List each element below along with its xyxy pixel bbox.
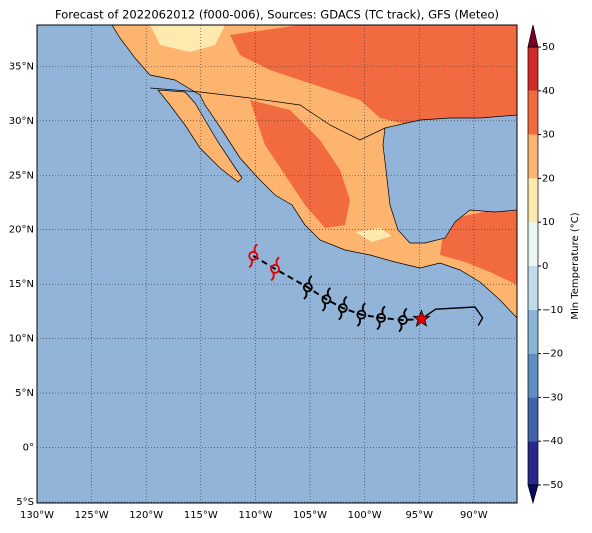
map-frame [36,24,518,504]
colorbar-tick-label: 20 [542,173,555,184]
x-tick-label: 115°W [184,510,218,521]
warm-zone [250,100,350,228]
x-tick-label: 120°W [129,510,163,521]
colorbar-tick-label: −50 [542,480,563,491]
x-tick-label: 100°W [348,510,382,521]
cyclone-symbol [376,305,386,331]
warm-zone [440,205,517,285]
y-tick-label: 5°N [15,388,34,399]
colorbar-tick-label: 50 [542,42,555,53]
x-tick-label: 95°W [405,510,433,521]
map-title: Forecast of 2022062012 (f000-006), Sourc… [55,8,499,22]
cyclone-symbol [248,243,259,269]
y-tick-label: 0° [23,442,34,453]
storm-position [412,309,431,327]
y-tick-label: 5°S [16,497,34,508]
cyclone-symbol [356,302,367,327]
colorbar-band [528,178,538,223]
cool-zone [150,25,225,52]
cool-zone [355,228,392,242]
x-tick-label: 130°W [20,510,54,521]
colorbar-band [528,222,538,266]
colorbar-band [528,47,538,91]
gulf-of-mexico [382,114,517,244]
colorbar-band [528,134,538,179]
colorbar-band [528,309,538,354]
cyclone-symbol [397,307,408,333]
colorbar-label: Min Temperature (°C) [570,212,581,319]
x-tick-label: 125°W [75,510,109,521]
cyclone-symbol [302,275,313,300]
y-tick-label: 15°N [9,279,34,290]
colorbar-band [528,266,538,310]
warm-zone [230,25,517,125]
colorbar-under [527,484,539,505]
cyclone-symbol [337,295,348,321]
border [149,87,386,141]
y-tick-label: 30°N [9,116,34,127]
colorbar-tick-label: 10 [542,217,555,228]
colorbar-band [528,353,538,398]
colorbar-band [528,90,538,135]
colorbar-tick-label: −30 [542,392,563,403]
cyclone-symbol [321,287,332,312]
x-tick-label: 110°W [238,510,272,521]
map-body [37,25,517,503]
cyclone-symbol [270,256,280,282]
x-tick-label: 90°W [460,510,488,521]
colorbar-over [527,24,539,48]
baja-peninsula [157,89,243,183]
colorbar-tick-label: −10 [542,305,563,316]
colorbar-tick-label: 40 [542,86,555,97]
y-tick-label: 20°N [9,225,34,236]
colorbar-tick-label: 0 [542,261,548,272]
colorbar-tick-label: −20 [542,349,563,360]
colorbar-band [528,441,538,485]
colorbar-tick-label: −40 [542,436,563,447]
forecast-track [252,254,422,322]
colorbar-band [528,397,538,442]
past-track [421,306,484,326]
y-tick-label: 25°N [9,170,34,181]
x-tick-label: 105°W [293,510,327,521]
y-tick-label: 35°N [9,61,34,72]
y-tick-label: 10°N [9,334,34,345]
colorbar-tick-label: 30 [542,130,555,141]
